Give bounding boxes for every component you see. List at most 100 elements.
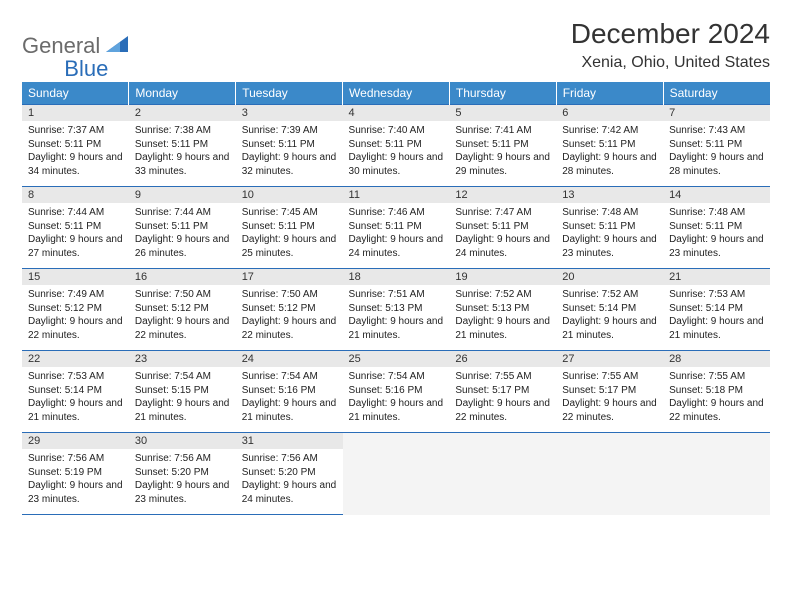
calendar-day-cell: 15Sunrise: 7:49 AMSunset: 5:12 PMDayligh… (22, 269, 129, 351)
daylight-line: Daylight: 9 hours and 32 minutes. (242, 151, 337, 178)
calendar-day-cell: 18Sunrise: 7:51 AMSunset: 5:13 PMDayligh… (343, 269, 450, 351)
day-number: 22 (22, 351, 129, 367)
day-details: Sunrise: 7:54 AMSunset: 5:16 PMDaylight:… (236, 367, 343, 428)
day-details: Sunrise: 7:44 AMSunset: 5:11 PMDaylight:… (129, 203, 236, 264)
calendar-day-cell: 7Sunrise: 7:43 AMSunset: 5:11 PMDaylight… (663, 105, 770, 187)
day-number: 27 (556, 351, 663, 367)
day-number: 9 (129, 187, 236, 203)
calendar-day-cell: 28Sunrise: 7:55 AMSunset: 5:18 PMDayligh… (663, 351, 770, 433)
sunrise-line: Sunrise: 7:49 AM (28, 288, 123, 302)
sunrise-line: Sunrise: 7:50 AM (135, 288, 230, 302)
sunset-line: Sunset: 5:20 PM (242, 466, 337, 480)
daylight-line: Daylight: 9 hours and 22 minutes. (562, 397, 657, 424)
day-details: Sunrise: 7:53 AMSunset: 5:14 PMDaylight:… (663, 285, 770, 346)
sunrise-line: Sunrise: 7:41 AM (455, 124, 550, 138)
sunrise-line: Sunrise: 7:51 AM (349, 288, 444, 302)
sunrise-line: Sunrise: 7:56 AM (242, 452, 337, 466)
day-details: Sunrise: 7:54 AMSunset: 5:15 PMDaylight:… (129, 367, 236, 428)
sunset-line: Sunset: 5:11 PM (135, 220, 230, 234)
daylight-line: Daylight: 9 hours and 21 minutes. (349, 315, 444, 342)
sunset-line: Sunset: 5:16 PM (242, 384, 337, 398)
day-number: 21 (663, 269, 770, 285)
daylight-line: Daylight: 9 hours and 21 minutes. (455, 315, 550, 342)
sunset-line: Sunset: 5:11 PM (349, 220, 444, 234)
calendar-day-cell: 23Sunrise: 7:54 AMSunset: 5:15 PMDayligh… (129, 351, 236, 433)
calendar-week-row: 15Sunrise: 7:49 AMSunset: 5:12 PMDayligh… (22, 269, 770, 351)
daylight-line: Daylight: 9 hours and 23 minutes. (28, 479, 123, 506)
daylight-line: Daylight: 9 hours and 21 minutes. (242, 397, 337, 424)
sunset-line: Sunset: 5:12 PM (135, 302, 230, 316)
day-details: Sunrise: 7:55 AMSunset: 5:17 PMDaylight:… (449, 367, 556, 428)
header: General Blue December 2024 Xenia, Ohio, … (22, 18, 770, 72)
logo-text-blue: Blue (64, 56, 108, 82)
calendar-day-cell: .. (449, 433, 556, 515)
day-number: 11 (343, 187, 450, 203)
sunset-line: Sunset: 5:20 PM (135, 466, 230, 480)
sunrise-line: Sunrise: 7:55 AM (669, 370, 764, 384)
sunset-line: Sunset: 5:13 PM (349, 302, 444, 316)
day-number: 2 (129, 105, 236, 121)
day-details: Sunrise: 7:52 AMSunset: 5:13 PMDaylight:… (449, 285, 556, 346)
day-details: Sunrise: 7:38 AMSunset: 5:11 PMDaylight:… (129, 121, 236, 182)
calendar-day-cell: 25Sunrise: 7:54 AMSunset: 5:16 PMDayligh… (343, 351, 450, 433)
sunset-line: Sunset: 5:19 PM (28, 466, 123, 480)
logo: General Blue (22, 22, 108, 70)
day-number: 16 (129, 269, 236, 285)
calendar-day-cell: 13Sunrise: 7:48 AMSunset: 5:11 PMDayligh… (556, 187, 663, 269)
sunset-line: Sunset: 5:11 PM (135, 138, 230, 152)
day-number: 7 (663, 105, 770, 121)
daylight-line: Daylight: 9 hours and 22 minutes. (242, 315, 337, 342)
sunrise-line: Sunrise: 7:53 AM (669, 288, 764, 302)
calendar-week-row: 22Sunrise: 7:53 AMSunset: 5:14 PMDayligh… (22, 351, 770, 433)
sunrise-line: Sunrise: 7:48 AM (669, 206, 764, 220)
sunset-line: Sunset: 5:11 PM (242, 220, 337, 234)
title-block: December 2024 Xenia, Ohio, United States (571, 18, 770, 72)
sunset-line: Sunset: 5:11 PM (349, 138, 444, 152)
day-number: 12 (449, 187, 556, 203)
daylight-line: Daylight: 9 hours and 21 minutes. (562, 315, 657, 342)
daylight-line: Daylight: 9 hours and 21 minutes. (349, 397, 444, 424)
sunset-line: Sunset: 5:11 PM (562, 220, 657, 234)
calendar-table: SundayMondayTuesdayWednesdayThursdayFrid… (22, 82, 770, 515)
sunset-line: Sunset: 5:11 PM (669, 138, 764, 152)
day-number: 1 (22, 105, 129, 121)
day-details: Sunrise: 7:46 AMSunset: 5:11 PMDaylight:… (343, 203, 450, 264)
calendar-day-cell: 2Sunrise: 7:38 AMSunset: 5:11 PMDaylight… (129, 105, 236, 187)
daylight-line: Daylight: 9 hours and 22 minutes. (135, 315, 230, 342)
day-details: Sunrise: 7:53 AMSunset: 5:14 PMDaylight:… (22, 367, 129, 428)
sunset-line: Sunset: 5:12 PM (28, 302, 123, 316)
daylight-line: Daylight: 9 hours and 30 minutes. (349, 151, 444, 178)
day-details: Sunrise: 7:56 AMSunset: 5:20 PMDaylight:… (129, 449, 236, 510)
calendar-day-cell: 9Sunrise: 7:44 AMSunset: 5:11 PMDaylight… (129, 187, 236, 269)
calendar-day-cell: 20Sunrise: 7:52 AMSunset: 5:14 PMDayligh… (556, 269, 663, 351)
calendar-day-cell: 27Sunrise: 7:55 AMSunset: 5:17 PMDayligh… (556, 351, 663, 433)
day-number: 17 (236, 269, 343, 285)
day-number: 20 (556, 269, 663, 285)
calendar-day-cell: 16Sunrise: 7:50 AMSunset: 5:12 PMDayligh… (129, 269, 236, 351)
day-number: 24 (236, 351, 343, 367)
sunset-line: Sunset: 5:17 PM (562, 384, 657, 398)
calendar-day-cell: 22Sunrise: 7:53 AMSunset: 5:14 PMDayligh… (22, 351, 129, 433)
calendar-week-row: 8Sunrise: 7:44 AMSunset: 5:11 PMDaylight… (22, 187, 770, 269)
daylight-line: Daylight: 9 hours and 26 minutes. (135, 233, 230, 260)
calendar-day-cell: .. (556, 433, 663, 515)
sunset-line: Sunset: 5:14 PM (562, 302, 657, 316)
day-details: Sunrise: 7:55 AMSunset: 5:17 PMDaylight:… (556, 367, 663, 428)
day-number: 19 (449, 269, 556, 285)
daylight-line: Daylight: 9 hours and 24 minutes. (349, 233, 444, 260)
weekday-header: Wednesday (343, 82, 450, 105)
sunset-line: Sunset: 5:11 PM (28, 138, 123, 152)
sunset-line: Sunset: 5:11 PM (455, 138, 550, 152)
calendar-day-cell: 17Sunrise: 7:50 AMSunset: 5:12 PMDayligh… (236, 269, 343, 351)
day-details: Sunrise: 7:50 AMSunset: 5:12 PMDaylight:… (129, 285, 236, 346)
calendar-day-cell: 14Sunrise: 7:48 AMSunset: 5:11 PMDayligh… (663, 187, 770, 269)
calendar-day-cell: 24Sunrise: 7:54 AMSunset: 5:16 PMDayligh… (236, 351, 343, 433)
sunrise-line: Sunrise: 7:54 AM (135, 370, 230, 384)
day-details: Sunrise: 7:48 AMSunset: 5:11 PMDaylight:… (663, 203, 770, 264)
calendar-head: SundayMondayTuesdayWednesdayThursdayFrid… (22, 82, 770, 105)
sunset-line: Sunset: 5:11 PM (28, 220, 123, 234)
calendar-day-cell: 26Sunrise: 7:55 AMSunset: 5:17 PMDayligh… (449, 351, 556, 433)
sunset-line: Sunset: 5:18 PM (669, 384, 764, 398)
daylight-line: Daylight: 9 hours and 24 minutes. (242, 479, 337, 506)
sunset-line: Sunset: 5:14 PM (28, 384, 123, 398)
